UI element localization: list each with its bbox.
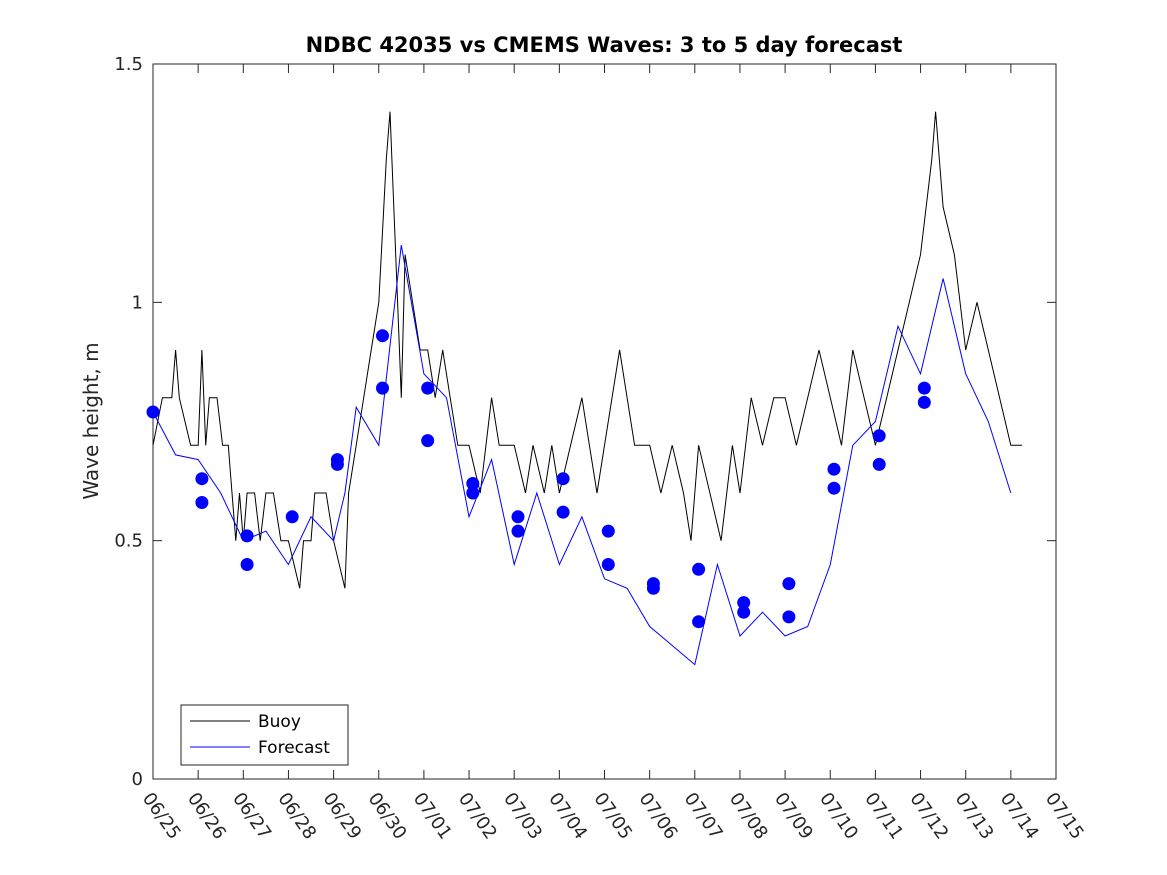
x-tick-label: 07/12: [905, 789, 952, 844]
forecast-point: [511, 524, 525, 538]
legend-box: [180, 704, 349, 766]
forecast-point: [782, 610, 796, 624]
legend-buoy-label: Buoy: [258, 712, 301, 732]
series-line-forecast: [152, 245, 1012, 666]
forecast-point: [601, 524, 615, 538]
forecast-point: [917, 381, 931, 395]
forecast-point: [556, 472, 570, 486]
forecast-point: [737, 605, 751, 619]
x-tick-label: 06/30: [364, 789, 411, 844]
forecast-point: [330, 457, 344, 471]
forecast-point: [240, 558, 254, 571]
series-line-buoy: [152, 111, 1023, 589]
y-tick-label: 1.5: [114, 54, 143, 75]
x-tick-label: 07/01: [409, 789, 456, 844]
x-tick-label: 07/08: [725, 789, 772, 844]
forecast-point: [646, 581, 660, 595]
x-tick-label: 06/26: [183, 789, 230, 844]
x-tick-label: 07/06: [635, 789, 682, 844]
y-tick-label: 1: [132, 292, 143, 313]
forecast-point: [421, 381, 435, 395]
x-tick-label: 06/29: [319, 789, 366, 844]
forecast-point: [692, 562, 706, 576]
x-tick-label: 07/13: [951, 789, 998, 844]
x-tick-label: 07/04: [544, 789, 591, 844]
y-tick-label: 0.5: [114, 531, 143, 552]
x-tick-label: 07/15: [1041, 789, 1088, 844]
forecast-point: [376, 329, 389, 343]
legend: Buoy Forecast: [180, 704, 349, 766]
x-tick-label: 07/05: [589, 789, 636, 844]
forecast-point: [376, 381, 389, 395]
forecast-point: [285, 510, 299, 524]
forecast-point: [692, 615, 706, 629]
forecast-point: [872, 429, 886, 443]
series-layer: [146, 111, 1023, 666]
forecast-point: [421, 434, 435, 448]
forecast-point: [195, 496, 209, 509]
forecast-point: [146, 405, 160, 419]
x-tick-label: 07/07: [680, 789, 727, 844]
y-tick-label: 0: [132, 769, 143, 790]
forecast-point: [827, 462, 841, 476]
x-tick-label: 07/11: [860, 789, 907, 844]
forecast-point: [827, 481, 841, 495]
forecast-point: [872, 457, 886, 471]
x-tick-label: 06/28: [273, 789, 320, 844]
forecast-point: [601, 558, 615, 571]
x-tick-label: 07/02: [454, 789, 501, 844]
x-tick-label: 07/14: [996, 789, 1043, 844]
plot-area: [152, 63, 1057, 780]
x-tick-label: 07/09: [770, 789, 817, 844]
x-tick-label: 06/27: [228, 789, 275, 844]
x-tick-label: 06/25: [138, 789, 185, 844]
forecast-point: [466, 477, 480, 490]
x-tick-label: 07/10: [815, 789, 862, 844]
forecast-point: [782, 577, 796, 591]
forecast-point: [466, 486, 480, 500]
forecast-point: [917, 395, 931, 409]
chart-title: NDBC 42035 vs CMEMS Waves: 3 to 5 day fo…: [306, 33, 903, 57]
forecast-point: [240, 529, 254, 543]
forecast-point: [195, 472, 209, 486]
x-tick-label: 07/03: [499, 789, 546, 844]
forecast-point: [511, 510, 525, 524]
forecast-point: [556, 505, 570, 519]
forecast-point: [737, 596, 751, 610]
y-axis-label: Wave height, m: [79, 342, 103, 499]
legend-forecast-label: Forecast: [258, 738, 330, 758]
